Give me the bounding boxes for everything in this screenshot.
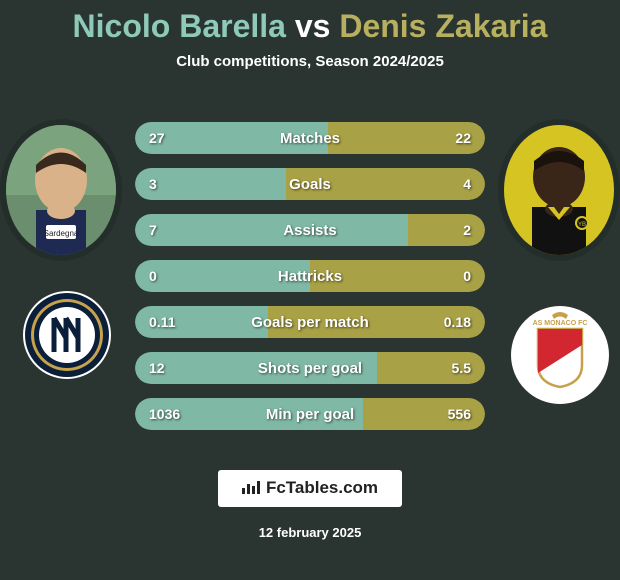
footer: FcTables.com 12 february 2025 bbox=[0, 470, 620, 540]
stat-bar-right bbox=[377, 352, 486, 384]
stat-bar-right bbox=[328, 122, 486, 154]
stat-bar-right bbox=[268, 306, 485, 338]
stat-bar-left bbox=[135, 352, 377, 384]
stat-bar-right bbox=[286, 168, 486, 200]
stat-row: Goals34 bbox=[135, 168, 485, 200]
svg-text:AS MONACO FC: AS MONACO FC bbox=[533, 320, 588, 327]
stat-bar-right bbox=[408, 214, 485, 246]
stat-row: Assists72 bbox=[135, 214, 485, 246]
stat-row: Matches2722 bbox=[135, 122, 485, 154]
brand-badge: FcTables.com bbox=[218, 470, 402, 507]
chart-icon bbox=[242, 479, 260, 499]
player2-name: Denis Zakaria bbox=[339, 8, 547, 44]
stat-bar-left bbox=[135, 122, 328, 154]
stat-bar-left bbox=[135, 306, 268, 338]
svg-text:YB: YB bbox=[578, 222, 586, 228]
stat-row: Shots per goal125.5 bbox=[135, 352, 485, 384]
player2-avatar: YB bbox=[504, 125, 614, 255]
stat-row: Hattricks00 bbox=[135, 260, 485, 292]
header: Nicolo Barella vs Denis Zakaria Club com… bbox=[0, 0, 620, 70]
date-text: 12 february 2025 bbox=[0, 525, 620, 540]
club-logo-right: AS MONACO FC bbox=[510, 305, 610, 405]
brand-text: FcTables.com bbox=[266, 478, 378, 497]
stat-bar-left bbox=[135, 398, 363, 430]
stat-bar-right bbox=[310, 260, 485, 292]
stat-bar-left bbox=[135, 260, 310, 292]
stats-container: Matches2722 Goals34 Assists72 Hattricks00 Go… bbox=[135, 122, 485, 444]
stat-bar-right bbox=[363, 398, 486, 430]
club-logo-left bbox=[22, 290, 112, 380]
player1-avatar: Sardegna bbox=[6, 125, 116, 255]
page-title: Nicolo Barella vs Denis Zakaria bbox=[0, 8, 620, 45]
svg-text:Sardegna: Sardegna bbox=[44, 229, 79, 238]
player1-name: Nicolo Barella bbox=[73, 8, 286, 44]
stat-row: Goals per match0.110.18 bbox=[135, 306, 485, 338]
stat-bar-left bbox=[135, 168, 286, 200]
stat-bar-left bbox=[135, 214, 408, 246]
subtitle: Club competitions, Season 2024/2025 bbox=[0, 53, 620, 70]
vs-text: vs bbox=[295, 8, 331, 44]
stat-row: Min per goal1036556 bbox=[135, 398, 485, 430]
